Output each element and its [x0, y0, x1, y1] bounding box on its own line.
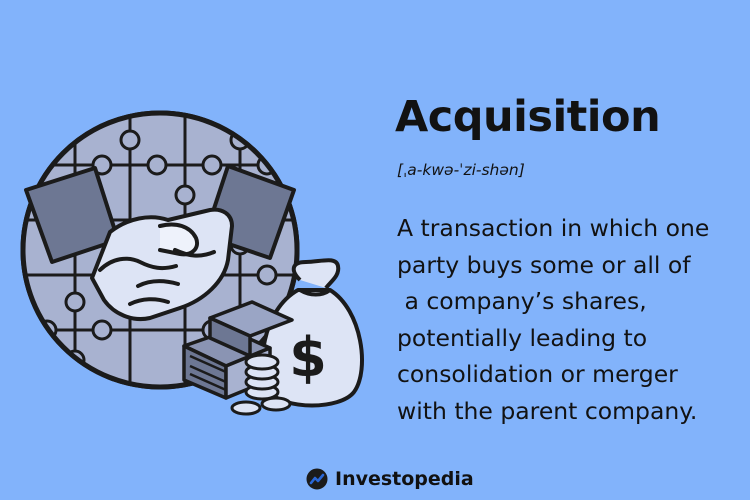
investopedia-logo-icon	[306, 468, 328, 490]
term-title: Acquisition	[395, 92, 661, 142]
definition-line: party buys some or all of	[397, 250, 691, 279]
definition: A transaction in which one party buys so…	[397, 210, 742, 430]
handshake-icon	[90, 207, 234, 321]
definition-line: with the parent company.	[397, 396, 698, 425]
pronunciation: [ˌa-kwə-ˈzi-shən]	[397, 161, 525, 179]
definition-line: a company’s shares,	[397, 287, 647, 316]
brand-logo: Investopedia	[306, 465, 474, 493]
dollar-sign-icon: $	[289, 326, 327, 389]
brand-name: Investopedia	[335, 468, 474, 490]
definition-line: consolidation or merger	[397, 360, 678, 389]
coin-stack-icon	[230, 353, 292, 416]
definition-line: A transaction in which one	[397, 214, 710, 242]
definition-line: potentially leading to	[397, 323, 648, 352]
acquisition-illustration: $	[20, 110, 364, 416]
